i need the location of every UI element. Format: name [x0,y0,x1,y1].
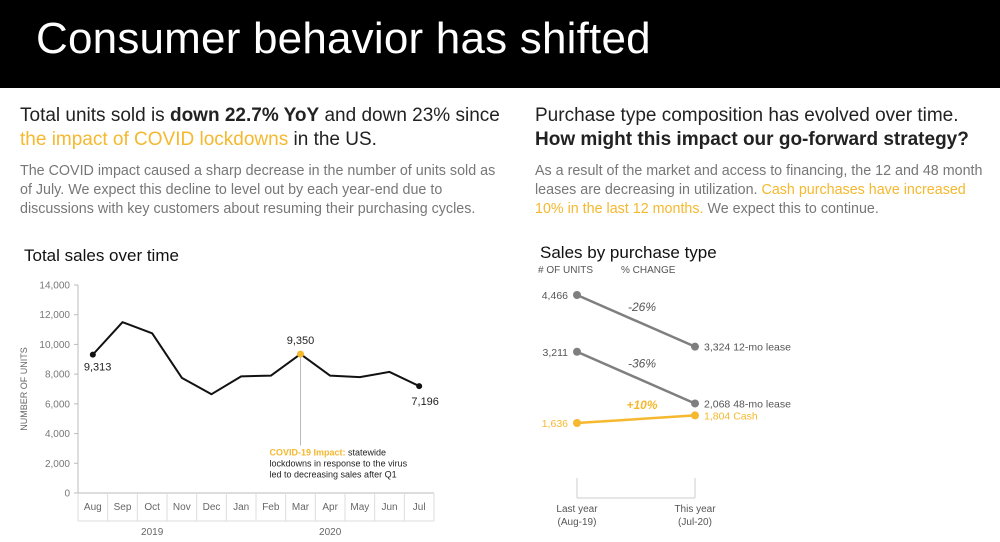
slope-series-line [576,350,696,405]
slope-point-start [573,419,581,427]
left-headline-text-2: and down 23% since [319,105,500,126]
slope-category-label: This year [674,504,716,515]
slope-point-end [691,342,699,351]
slope-series-line [576,414,696,425]
slope-point-end [691,411,699,420]
y-tick-label: 14,000 [39,281,70,292]
year-group-label: 2019 [141,527,164,538]
slope-category-sublabel: (Aug-19) [558,517,597,528]
left-panel: Total units sold is down 22.7% YoY and d… [20,104,510,219]
right-body: As a result of the market and access to … [535,162,985,219]
slope-end-value: 1,804 [704,410,733,422]
y-tick-label: 2,000 [45,459,70,470]
title-banner: Consumer behavior has shifted [0,0,1000,88]
x-tick-label: Mar [292,502,310,513]
x-tick-label: Jul [413,502,426,513]
percent-change-label: -36% [628,357,656,371]
slope-end-value: 2,068 [704,398,733,410]
slope-point-start [573,291,581,299]
right-headline-text: Purchase type composition has evolved ov… [535,105,959,126]
x-tick-label: Nov [173,502,191,513]
total-sales-line-chart: NUMBER OF UNITS 0 2,000 4,000 6,000 8,000 10,0… [19,281,439,539]
slope-category-label: Last year [556,504,598,515]
left-headline-bold: down 22.7% YoY [169,105,320,126]
data-label: 9,350 [287,335,315,347]
units-subheader: # OF UNITS [538,265,594,276]
x-tick-label: Oct [144,502,160,513]
slope-series-line [576,293,696,348]
y-tick-label: 10,000 [39,340,70,351]
change-subheader: % CHANGE [621,265,676,276]
slope-end-label: 2,068 48-mo lease [704,398,791,410]
slope-end-label: 3,324 12-mo lease [704,342,791,354]
right-headline-bold: How might this impact our go-forward str… [535,129,969,150]
year-group-label: 2020 [319,527,342,538]
right-body-highlight: Cash purchases have increased 10% in the… [535,182,966,217]
series-name: 48-mo lease [733,398,791,410]
x-tick-label: Aug [84,502,102,513]
x-tick-label: Jan [233,502,249,513]
left-headline: Total units sold is down 22.7% YoY and d… [20,104,510,152]
slope-end-value: 3,324 [704,342,733,354]
right-headline: Purchase type composition has evolved ov… [535,104,985,152]
percent-change-label: +10% [626,398,657,412]
purchase-type-slope-chart: Last year (Aug-19) This year (Jul-20) 4,466 3… [542,290,791,528]
slope-point-start [573,347,581,356]
percent-change-label: -26% [628,300,656,314]
right-body-text: As a result of the market and access to … [535,163,983,198]
data-point-highlight [297,350,304,358]
annotation-text: statewide [348,447,386,457]
sales-series-line [92,321,420,396]
left-headline-highlight: the impact of COVID lockdowns [20,129,289,150]
y-tick-label: 6,000 [45,399,70,410]
slope-point-end [691,399,699,408]
y-tick-label: 0 [64,489,70,500]
data-point [416,383,423,390]
x-tick-label: Dec [203,502,221,513]
annotation-line-3: led to decreasing sales after Q1 [270,469,397,479]
slope-start-label: 3,211 [543,347,569,359]
x-tick-label: May [350,502,369,513]
y-tick-label: 8,000 [45,370,70,381]
right-panel: Purchase type composition has evolved ov… [535,104,985,219]
data-point [89,351,96,358]
left-headline-text-3: in the US. [288,129,377,150]
annotation-lead: COVID-19 Impact: [270,447,349,457]
data-label: 9,313 [84,362,112,374]
line-chart-title: Total sales over time [24,246,179,265]
page-title: Consumer behavior has shifted [36,14,651,63]
x-tick-label: Feb [262,502,280,513]
y-tick-label: 12,000 [39,310,70,321]
slope-start-label: 4,466 [542,290,568,302]
left-body: The COVID impact caused a sharp decrease… [20,163,496,217]
slope-chart-title: Sales by purchase type [540,243,717,262]
slope-end-label: 1,804 Cash [704,410,758,422]
slope-start-label: 1,636 [542,418,568,430]
right-body-text-2: We expect this to continue. [703,201,879,217]
x-tick-label: Jun [381,502,397,513]
y-axis-label: NUMBER OF UNITS [19,347,29,431]
annotation-line-1: COVID-19 Impact: statewide [270,447,387,457]
left-headline-text: Total units sold is [20,105,170,126]
x-tick-label: Apr [322,502,338,513]
y-tick-label: 4,000 [45,429,70,440]
x-tick-label: Sep [114,502,132,513]
series-name: 12-mo lease [733,342,791,354]
series-name: Cash [733,410,758,422]
data-label: 7,196 [411,396,439,408]
slope-category-sublabel: (Jul-20) [678,517,712,528]
annotation-line-2: lockdowns in response to the virus [270,458,408,468]
